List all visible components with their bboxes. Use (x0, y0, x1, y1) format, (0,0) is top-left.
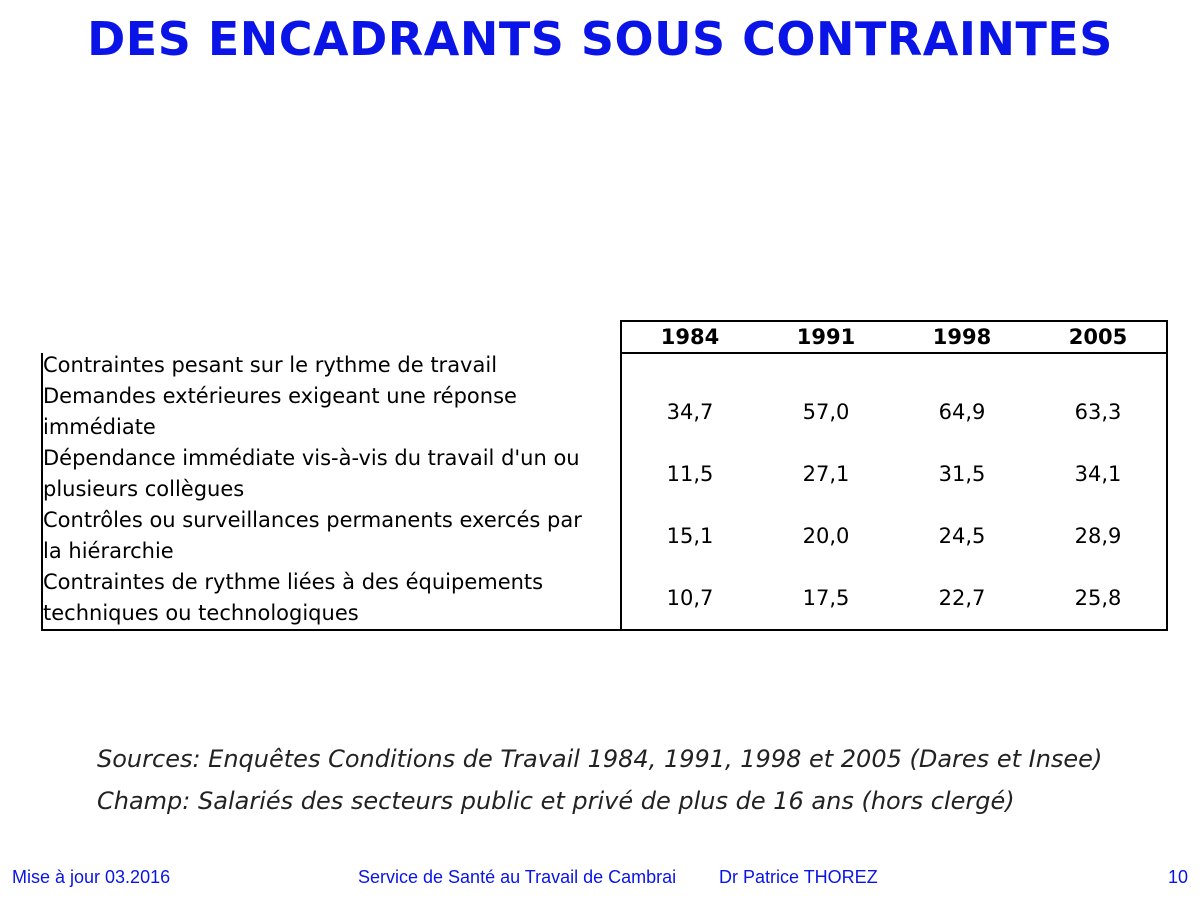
row-label: Demandes extérieures exigeant une répons… (41, 381, 622, 443)
row-label: Contraintes de rythme liées à des équipe… (41, 567, 622, 631)
footer-author: Dr Patrice THOREZ (719, 867, 878, 887)
row-label-line: la hiérarchie (43, 539, 174, 563)
value-cell: 57,0 (802, 400, 850, 424)
row-label-line: Contrôles ou surveillances permanents ex… (43, 508, 582, 532)
table-row: Contrôles ou surveillances permanents ex… (41, 505, 1168, 567)
value-cell: 15,1 (666, 524, 714, 548)
value-cell: 31,5 (938, 462, 986, 486)
scope-line: Champ: Salariés des secteurs public et p… (97, 787, 1015, 815)
footer-update-date: Mise à jour 03.2016 (12, 867, 171, 887)
value-cell: 10,7 (621, 567, 758, 631)
value-cell: 27,1 (802, 462, 850, 486)
value-cell: 22,7 (894, 567, 1030, 631)
row-label-line: Dépendance immédiate vis-à-vis du travai… (43, 446, 580, 470)
value-cell: 28,9 (1030, 505, 1168, 567)
row-label-line: plusieurs collègues (43, 477, 245, 501)
row-label-line: Demandes extérieures exigeant une répons… (43, 384, 517, 408)
table-row: Contraintes de rythme liées à des équipe… (41, 567, 1168, 631)
value-cell: 63,3 (1030, 381, 1168, 443)
slide-title: DES ENCADRANTS SOUS CONTRAINTES (87, 12, 1113, 66)
table-row: Demandes extérieures exigeant une répons… (41, 381, 1168, 443)
page-number: 10 (1168, 867, 1189, 887)
table-header-row: 1984 1991 1998 2005 (42, 320, 1168, 354)
data-table: 1984 1991 1998 2005 Contraintes pesant s… (41, 320, 1168, 631)
value-cell: 34,1 (1030, 443, 1168, 505)
table-corner-cell (42, 321, 621, 353)
value-cell: 20,0 (802, 524, 850, 548)
year-header: 1984 (620, 320, 758, 354)
year-header: 1991 (758, 320, 894, 354)
category-label: Contraintes pesant sur le rythme de trav… (41, 353, 622, 381)
value-cell: 17,5 (758, 567, 894, 631)
value-cell: 24,5 (938, 524, 986, 548)
value-cell: 11,5 (666, 462, 714, 486)
value-cell: 25,8 (1030, 567, 1168, 631)
year-header: 1998 (894, 320, 1030, 354)
row-label: Dépendance immédiate vis-à-vis du travai… (41, 443, 622, 505)
sources-line: Sources: Enquêtes Conditions de Travail … (97, 745, 1103, 773)
footer-service: Service de Santé au Travail de Cambrai (358, 867, 677, 887)
category-row: Contraintes pesant sur le rythme de trav… (41, 353, 1168, 381)
row-label-line: Contraintes de rythme liées à des équipe… (43, 570, 544, 594)
row-label-line: techniques ou technologiques (43, 601, 359, 625)
row-label: Contrôles ou surveillances permanents ex… (41, 505, 622, 567)
table-row: Dépendance immédiate vis-à-vis du travai… (41, 443, 1168, 505)
value-cell: 64,9 (938, 400, 986, 424)
sources-note: Sources: Enquêtes Conditions de Travail … (97, 738, 1102, 822)
row-label-line: immédiate (43, 415, 156, 439)
value-cell: 34,7 (666, 400, 714, 424)
year-header: 2005 (1030, 320, 1168, 354)
